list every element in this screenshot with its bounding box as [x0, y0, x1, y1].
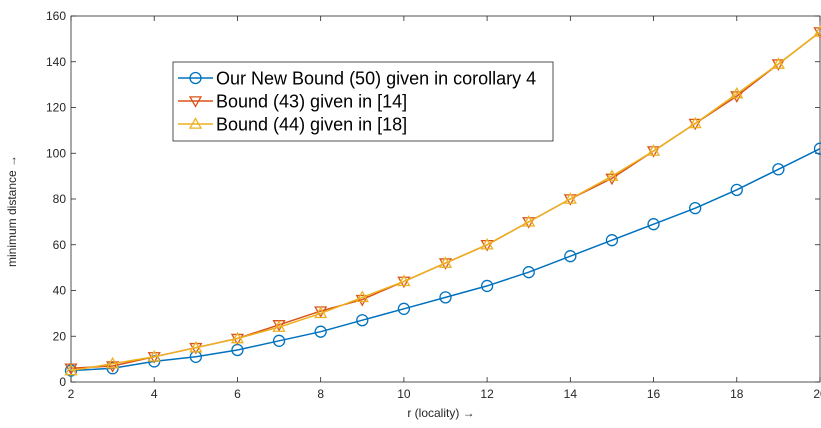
y-tick-label: 120	[46, 101, 66, 115]
x-tick-label: 18	[730, 387, 744, 401]
x-tick-label: 14	[564, 387, 578, 401]
x-tick-label: 4	[151, 387, 158, 401]
x-tick-label: 10	[397, 387, 411, 401]
y-tick-label: 140	[46, 55, 66, 69]
y-tick-label: 40	[53, 284, 67, 298]
legend-label-2: Bound (43) given in [14]	[216, 92, 407, 112]
legend-label-3: Bound (44) given in [18]	[216, 115, 407, 135]
x-tick-label: 12	[480, 387, 494, 401]
x-tick-label: 16	[647, 387, 661, 401]
y-tick-label: 60	[53, 238, 67, 252]
legend: Our New Bound (50) given in corollary 4 B…	[173, 62, 553, 141]
y-tick-label: 160	[46, 9, 66, 23]
x-tick-label: 8	[317, 387, 324, 401]
x-tick-label: 2	[68, 387, 75, 401]
y-tick-label: 0	[59, 375, 66, 389]
y-tick-label: 20	[53, 329, 67, 343]
x-axis-label: r (locality) →	[407, 406, 474, 420]
x-tick-label: 6	[234, 387, 241, 401]
x-tick-label: 20	[813, 387, 821, 401]
y-tick-label: 100	[46, 146, 66, 160]
legend-label-1: Our New Bound (50) given in corollary 4	[216, 69, 536, 89]
y-tick-label: 80	[53, 192, 67, 206]
y-axis-label: minimum distance →	[5, 155, 19, 267]
